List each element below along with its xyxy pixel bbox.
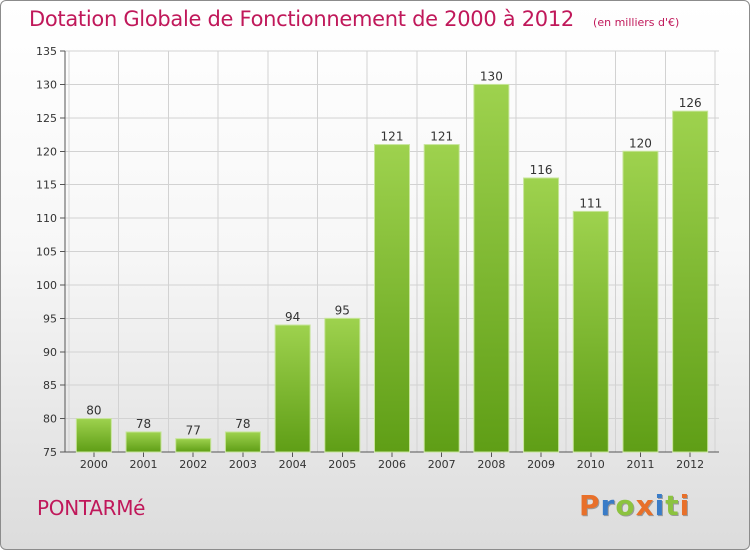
logo-letter: i xyxy=(679,489,691,522)
x-tick-label: 2011 xyxy=(626,458,654,471)
x-tick-label: 2000 xyxy=(80,458,108,471)
data-label: 121 xyxy=(430,130,453,144)
x-tick-label: 2001 xyxy=(130,458,158,471)
axis-layer: 75 80 85 90 95 100 105 110 115 120 125 130 135 2000 20… xyxy=(36,45,719,471)
data-label: 111 xyxy=(579,196,602,210)
bar xyxy=(224,431,261,453)
commune-name: PONTARMé xyxy=(37,496,146,520)
label-layer: 80 78 77 78 94 95 121 121 130 116 111 120 126 xyxy=(86,69,701,437)
y-tick-label: 120 xyxy=(36,145,57,158)
bar xyxy=(572,210,609,453)
y-tick-label: 100 xyxy=(36,279,57,292)
x-tick-label: 2006 xyxy=(378,458,406,471)
y-tick-label: 110 xyxy=(36,212,57,225)
data-label: 80 xyxy=(86,404,101,418)
data-label: 130 xyxy=(480,69,503,83)
data-label: 121 xyxy=(381,130,404,144)
data-label: 94 xyxy=(285,310,300,324)
x-tick-label: 2005 xyxy=(328,458,356,471)
data-label: 126 xyxy=(679,96,702,110)
x-tick-label: 2010 xyxy=(577,458,605,471)
bar xyxy=(672,110,709,453)
y-tick-label: 130 xyxy=(36,78,57,91)
y-tick-label: 80 xyxy=(43,413,57,426)
y-tick-label: 85 xyxy=(43,379,57,392)
bar xyxy=(274,324,311,453)
bar xyxy=(75,418,112,453)
y-tick-label: 115 xyxy=(36,179,57,192)
chart-title: Dotation Globale de Fonctionnement de 20… xyxy=(29,7,574,31)
x-tick-label: 2004 xyxy=(279,458,307,471)
x-tick-label: 2012 xyxy=(676,458,704,471)
x-tick-label: 2002 xyxy=(179,458,207,471)
proxiti-logo: Proxiti xyxy=(579,489,690,522)
data-label: 77 xyxy=(186,424,201,438)
data-label: 95 xyxy=(335,303,350,317)
bar xyxy=(125,431,162,453)
bar xyxy=(175,438,212,453)
data-label: 78 xyxy=(136,417,151,431)
bar xyxy=(523,177,560,453)
bar xyxy=(374,144,410,453)
logo-letter: x xyxy=(635,489,655,522)
data-label: 116 xyxy=(530,163,553,177)
data-label: 120 xyxy=(629,136,652,150)
bar-layer xyxy=(75,83,709,453)
logo-letter: r xyxy=(600,489,616,522)
logo-letter: P xyxy=(579,489,601,522)
y-tick-label: 125 xyxy=(36,112,57,125)
y-tick-label: 135 xyxy=(36,45,57,58)
y-tick-label: 105 xyxy=(36,246,57,259)
bar xyxy=(423,144,460,453)
y-tick-label: 95 xyxy=(43,312,57,325)
x-tick-label: 2009 xyxy=(527,458,555,471)
y-tick-label: 90 xyxy=(43,346,57,359)
logo-letter: i xyxy=(654,489,666,522)
x-tick-label: 2003 xyxy=(229,458,257,471)
x-tick-label: 2007 xyxy=(428,458,456,471)
data-label: 78 xyxy=(235,417,250,431)
logo-letter: o xyxy=(615,489,636,522)
chart-subtitle: (en milliers d'€) xyxy=(593,16,680,29)
bar xyxy=(622,150,659,453)
bar xyxy=(324,317,361,453)
bar xyxy=(473,83,510,453)
y-tick-label: 75 xyxy=(43,446,57,459)
title-row: Dotation Globale de Fonctionnement de 20… xyxy=(29,7,679,31)
logo-letter: t xyxy=(665,489,680,522)
x-tick-label: 2008 xyxy=(477,458,505,471)
